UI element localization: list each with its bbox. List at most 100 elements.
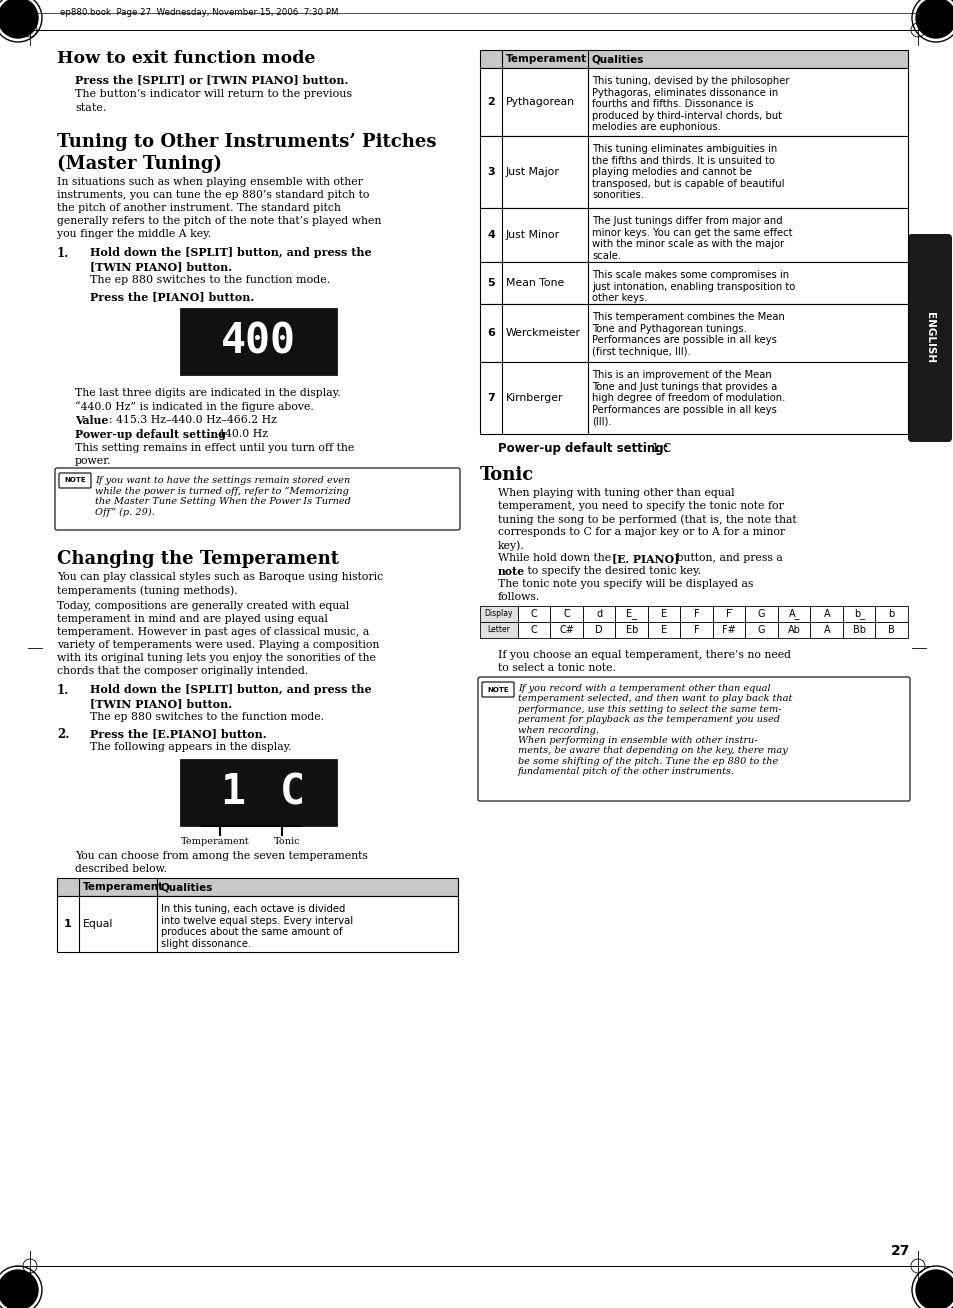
Text: In situations such as when playing ensemble with other: In situations such as when playing ensem… xyxy=(57,177,362,187)
Text: Tuning to Other Instruments’ Pitches: Tuning to Other Instruments’ Pitches xyxy=(57,133,436,150)
Text: Equal: Equal xyxy=(83,920,113,929)
Text: Tonic: Tonic xyxy=(274,837,300,846)
Bar xyxy=(778,606,810,623)
Text: “440.0 Hz” is indicated in the figure above.: “440.0 Hz” is indicated in the figure ab… xyxy=(75,402,314,412)
Text: The following appears in the display.: The following appears in the display. xyxy=(90,742,292,752)
Text: F: F xyxy=(693,625,699,634)
Circle shape xyxy=(915,0,953,38)
Text: (Master Tuning): (Master Tuning) xyxy=(57,156,222,173)
Bar xyxy=(479,623,517,638)
Text: E: E xyxy=(660,625,666,634)
Text: F: F xyxy=(693,610,699,619)
Bar xyxy=(479,303,907,362)
Text: ENGLISH: ENGLISH xyxy=(924,313,934,364)
Text: 1: 1 xyxy=(219,772,244,814)
Text: A: A xyxy=(822,610,829,619)
Text: button, and press a: button, and press a xyxy=(672,553,781,562)
Bar xyxy=(615,606,647,623)
Text: Werckmeister: Werckmeister xyxy=(505,328,580,337)
Text: [TWIN PIANO] button.: [TWIN PIANO] button. xyxy=(90,698,232,709)
Text: The Just tunings differ from major and
minor keys. You can get the same effect
w: The Just tunings differ from major and m… xyxy=(592,216,792,260)
Bar xyxy=(647,606,679,623)
Text: If you want to have the settings remain stored even
while the power is turned of: If you want to have the settings remain … xyxy=(95,476,351,517)
Text: chords that the composer originally intended.: chords that the composer originally inte… xyxy=(57,666,308,676)
Text: Power-up default setting:: Power-up default setting: xyxy=(497,442,668,455)
Text: temperament in mind and are played using equal: temperament in mind and are played using… xyxy=(57,613,328,624)
Text: The ep 880 switches to the function mode.: The ep 880 switches to the function mode… xyxy=(90,712,324,722)
Bar xyxy=(679,606,712,623)
Text: This scale makes some compromises in
just intonation, enabling transposition to
: This scale makes some compromises in jus… xyxy=(592,269,795,303)
Text: 1 C: 1 C xyxy=(647,442,671,455)
Text: While hold down the: While hold down the xyxy=(497,553,614,562)
Text: The last three digits are indicated in the display.: The last three digits are indicated in t… xyxy=(75,388,340,398)
Bar xyxy=(479,68,907,136)
Bar xyxy=(615,623,647,638)
Text: Bb: Bb xyxy=(852,625,864,634)
Text: to select a tonic note.: to select a tonic note. xyxy=(497,663,616,674)
Text: Press the [E.PIANO] button.: Press the [E.PIANO] button. xyxy=(90,729,266,739)
Bar xyxy=(842,606,875,623)
Text: temperaments (tuning methods).: temperaments (tuning methods). xyxy=(57,585,237,595)
Text: Letter: Letter xyxy=(487,625,510,634)
Bar xyxy=(181,760,335,825)
Text: Power-up default setting: Power-up default setting xyxy=(75,429,226,439)
Text: This is an improvement of the Mean
Tone and Just tunings that provides a
high de: This is an improvement of the Mean Tone … xyxy=(592,370,784,426)
Text: temperament, you need to specify the tonic note for: temperament, you need to specify the ton… xyxy=(497,501,783,511)
Bar xyxy=(875,623,907,638)
Text: This tuning eliminates ambiguities in
the fifths and thirds. It is unsuited to
p: This tuning eliminates ambiguities in th… xyxy=(592,144,783,200)
Circle shape xyxy=(915,1270,953,1308)
Text: Tonic: Tonic xyxy=(479,466,534,484)
Bar xyxy=(712,606,744,623)
Text: Qualities: Qualities xyxy=(592,54,643,64)
Text: D: D xyxy=(595,625,602,634)
Bar xyxy=(810,623,842,638)
Text: 1.: 1. xyxy=(57,684,70,697)
Text: 2.: 2. xyxy=(57,729,70,742)
Text: corresponds to C for a major key or to A for a minor: corresponds to C for a major key or to A… xyxy=(497,527,784,538)
Bar xyxy=(744,606,778,623)
Text: 1: 1 xyxy=(64,920,71,929)
Text: If you choose an equal temperament, there’s no need: If you choose an equal temperament, ther… xyxy=(497,650,790,661)
Text: NOTE: NOTE xyxy=(64,477,86,484)
Text: Temperament: Temperament xyxy=(505,54,586,64)
Text: 3: 3 xyxy=(487,167,495,177)
Text: C: C xyxy=(530,610,537,619)
FancyBboxPatch shape xyxy=(481,681,514,697)
Bar xyxy=(778,623,810,638)
Bar xyxy=(57,878,457,896)
Text: Temperament: Temperament xyxy=(83,882,164,892)
Bar xyxy=(57,896,457,952)
Text: [TWIN PIANO] button.: [TWIN PIANO] button. xyxy=(90,262,232,272)
Text: 1.: 1. xyxy=(57,247,70,260)
Text: 4: 4 xyxy=(487,230,495,239)
Text: How to exit function mode: How to exit function mode xyxy=(57,50,315,67)
Bar xyxy=(479,262,907,303)
Text: E: E xyxy=(660,610,666,619)
Text: described below.: described below. xyxy=(75,865,167,874)
Text: Press the [SPLIT] or [TWIN PIANO] button.: Press the [SPLIT] or [TWIN PIANO] button… xyxy=(75,75,348,85)
Bar xyxy=(479,606,517,623)
Bar xyxy=(582,606,615,623)
Text: The ep 880 switches to the function mode.: The ep 880 switches to the function mode… xyxy=(90,275,330,285)
Text: Today, compositions are generally created with equal: Today, compositions are generally create… xyxy=(57,600,349,611)
Bar xyxy=(550,606,582,623)
Text: When playing with tuning other than equal: When playing with tuning other than equa… xyxy=(497,488,734,498)
Text: note: note xyxy=(497,566,524,577)
Text: Eb: Eb xyxy=(625,625,638,634)
Bar xyxy=(517,606,550,623)
Text: with its original tuning lets you enjoy the sonorities of the: with its original tuning lets you enjoy … xyxy=(57,653,375,663)
FancyBboxPatch shape xyxy=(477,678,909,800)
Text: Qualities: Qualities xyxy=(161,882,213,892)
Text: 6: 6 xyxy=(487,328,495,337)
Text: B: B xyxy=(887,625,894,634)
Circle shape xyxy=(0,1270,38,1308)
Text: Pythagorean: Pythagorean xyxy=(505,97,575,107)
Text: power.: power. xyxy=(75,456,112,466)
Text: C: C xyxy=(280,772,305,814)
Text: 2: 2 xyxy=(487,97,495,107)
Text: ep880.book  Page 27  Wednesday, November 15, 2006  7:30 PM: ep880.book Page 27 Wednesday, November 1… xyxy=(60,8,338,17)
Text: A_: A_ xyxy=(788,608,800,620)
Text: b: b xyxy=(887,610,894,619)
Text: Press the [PIANO] button.: Press the [PIANO] button. xyxy=(90,290,254,302)
Text: G: G xyxy=(758,610,764,619)
